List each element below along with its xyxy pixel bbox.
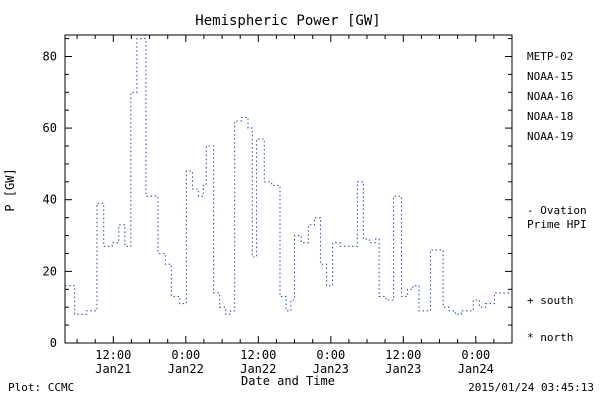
x-tick-date-label: Jan24 [458, 362, 494, 376]
x-axis-label: Date and Time [241, 374, 335, 388]
legend-item-noaa-18: NOAA-18 [527, 110, 573, 123]
x-tick-time-label: 12:00 [385, 348, 421, 362]
marker-legend: + south * north [527, 294, 573, 344]
x-tick-date-label: Jan23 [385, 362, 421, 376]
legend-item-noaa-19: NOAA-19 [527, 130, 573, 143]
ovation-legend: - Ovation Prime HPI [527, 204, 587, 231]
north-marker-label: * north [527, 331, 573, 344]
y-tick-label: 60 [43, 121, 57, 135]
x-tick-time-label: 12:00 [240, 348, 276, 362]
y-tick-label: 40 [43, 193, 57, 207]
ovation-legend-line2: Prime HPI [527, 218, 587, 231]
axis-ticks [65, 35, 512, 344]
y-tick-label: 80 [43, 50, 57, 64]
y-axis-label: P [GW] [3, 168, 17, 211]
south-marker-label: + south [527, 294, 573, 307]
ovation-legend-line1: - Ovation [527, 204, 587, 217]
x-tick-date-label: Jan23 [313, 362, 349, 376]
y-tick-label: 20 [43, 264, 57, 278]
y-tick-label: 0 [50, 336, 57, 350]
plot-timestamp: 2015/01/24 03:45:13 [468, 381, 594, 394]
legend-item-noaa-16: NOAA-16 [527, 90, 573, 103]
satellite-legend: METP-02 NOAA-15 NOAA-16 NOAA-18 NOAA-19 [527, 50, 573, 143]
hpi-step-line [65, 38, 512, 315]
axis-tick-labels: 02040608012:00Jan210:00Jan2212:00Jan220:… [43, 50, 494, 377]
legend-item-metp-02: METP-02 [527, 50, 573, 63]
legend-item-noaa-15: NOAA-15 [527, 70, 573, 83]
plot-frame [64, 34, 513, 344]
x-tick-time-label: 0:00 [316, 348, 345, 362]
x-tick-date-label: Jan22 [168, 362, 204, 376]
x-tick-time-label: 0:00 [461, 348, 490, 362]
x-tick-date-label: Jan21 [95, 362, 131, 376]
x-tick-time-label: 12:00 [95, 348, 131, 362]
plot-credit: Plot: CCMC [8, 381, 74, 394]
x-tick-date-label: Jan22 [240, 362, 276, 376]
chart-title: Hemispheric Power [GW] [195, 13, 380, 29]
x-tick-time-label: 0:00 [171, 348, 200, 362]
